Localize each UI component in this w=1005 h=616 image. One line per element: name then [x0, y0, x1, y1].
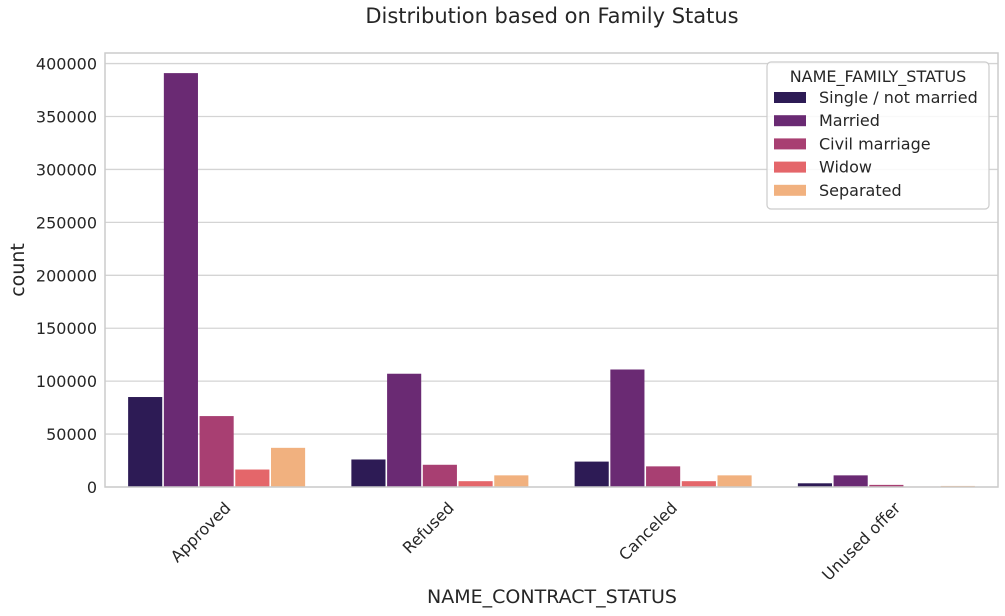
bar [351, 459, 386, 487]
legend-swatch [774, 138, 806, 150]
bar [681, 481, 716, 487]
chart-title: Distribution based on Family Status [365, 4, 738, 28]
x-tick-label: Unused offer [818, 498, 904, 584]
legend-swatch [774, 115, 806, 127]
legend: NAME_FAMILY_STATUS Single / not married M… [766, 61, 990, 210]
bar [494, 475, 529, 487]
x-tick-labels: Approved Refused Canceled Unused offer [167, 498, 905, 584]
bar [199, 416, 234, 487]
y-tick-label: 0 [87, 478, 97, 497]
x-tick-label: Refused [399, 498, 458, 557]
bars [128, 73, 975, 488]
bar [163, 73, 198, 488]
legend-box [766, 61, 990, 210]
legend-entry: Married [819, 111, 880, 130]
legend-entry: Widow [819, 158, 872, 177]
y-tick-label: 50000 [46, 425, 97, 444]
bar [833, 475, 868, 487]
bar [458, 481, 493, 487]
legend-items: Single / not married Married Civil marriag… [774, 88, 978, 200]
legend-entry: Separated [819, 181, 902, 200]
bar [271, 447, 306, 487]
bar [128, 397, 163, 487]
legend-title: NAME_FAMILY_STATUS [790, 67, 967, 87]
bar [610, 369, 645, 487]
y-tick-label: 400000 [36, 55, 97, 74]
x-tick-label: Canceled [615, 498, 681, 564]
legend-swatch [774, 184, 806, 196]
legend-entry: Civil marriage [819, 134, 931, 153]
bar [797, 483, 832, 487]
y-tick-label: 100000 [36, 372, 97, 391]
y-tick-label: 300000 [36, 160, 97, 179]
bar [422, 464, 457, 487]
y-tick-labels: 0 50000 100000 150000 200000 250000 300000 3500… [36, 55, 97, 497]
y-tick-label: 250000 [36, 213, 97, 232]
bar [574, 461, 609, 487]
bar [869, 484, 904, 487]
bar [235, 469, 270, 487]
x-tick-label: Approved [167, 498, 235, 566]
legend-swatch [774, 161, 806, 173]
bar [717, 475, 752, 487]
bar [387, 373, 422, 487]
legend-entry: Single / not married [819, 88, 978, 107]
y-tick-label: 200000 [36, 266, 97, 285]
legend-swatch [774, 92, 806, 103]
grid-lines [105, 62, 998, 488]
bar [646, 466, 681, 487]
y-tick-label: 150000 [36, 319, 97, 338]
plot-frame [104, 52, 999, 488]
y-tick-label: 350000 [36, 108, 97, 127]
y-axis-label: count [7, 243, 29, 297]
x-axis-label: NAME_CONTRACT_STATUS [427, 586, 677, 608]
